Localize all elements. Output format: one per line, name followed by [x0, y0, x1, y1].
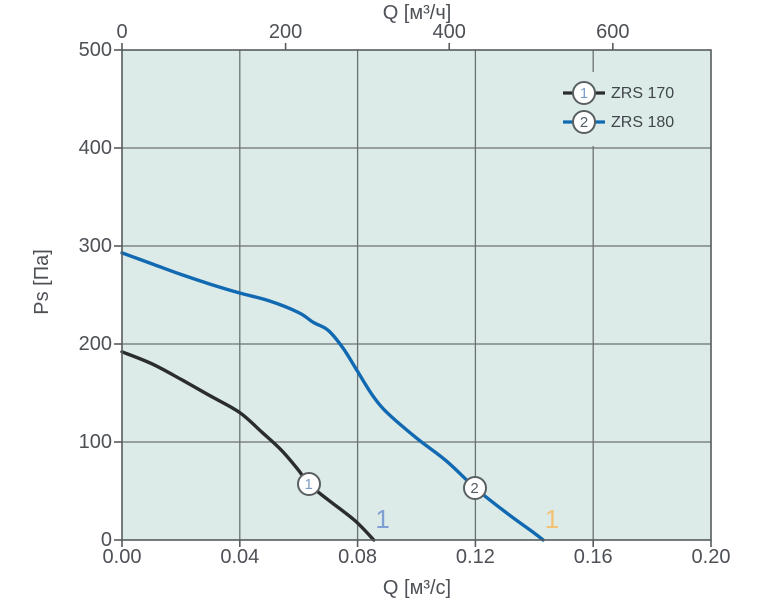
x-top-tick-label: 200 — [268, 21, 303, 43]
x-bottom-tick-label: 0.12 — [455, 546, 495, 568]
x-axis-top-title: Q [м³/ч] — [382, 2, 452, 24]
y-axis-tick-label: 100 — [78, 431, 112, 453]
curve-zrs-170 — [120, 350, 376, 542]
x-bottom-tick-label: 0.20 — [691, 546, 731, 568]
legend-label-zrs-180: ZRS 180 — [611, 114, 675, 131]
legend-label-zrs-170: ZRS 170 — [611, 85, 675, 102]
y-axis-tick-label: 500 — [78, 39, 112, 61]
x-bottom-tick-label: 0.08 — [338, 546, 378, 568]
y-axis-tick-label: 300 — [78, 235, 112, 257]
legend-marker-2: 2 — [572, 110, 596, 134]
x-top-tick-label: 0 — [116, 21, 128, 43]
y-axis-tick-label: 400 — [78, 137, 112, 159]
x-top-tick-label: 400 — [432, 21, 466, 43]
curve-marker-2: 2 — [462, 476, 487, 501]
x-bottom-tick-label: 0.16 — [573, 546, 613, 568]
legend-marker-1: 1 — [572, 81, 596, 105]
x-bottom-tick-label: 0.00 — [102, 546, 142, 568]
x-axis-bottom-title: Q [м³/с] — [382, 577, 452, 599]
x-top-tick-label: 600 — [596, 21, 630, 43]
y-axis-tick-label: 200 — [78, 333, 112, 355]
plot-border — [121, 49, 712, 541]
y-axis-title: Ps [Па] — [31, 249, 53, 315]
curve-marker-1: 1 — [296, 472, 321, 497]
y-axis-tick-label: 0 — [100, 529, 112, 551]
x-bottom-tick-label: 0.04 — [220, 546, 260, 568]
speed-step-label-1: 1 — [375, 504, 390, 535]
speed-step-label-2: 1 — [544, 504, 560, 535]
